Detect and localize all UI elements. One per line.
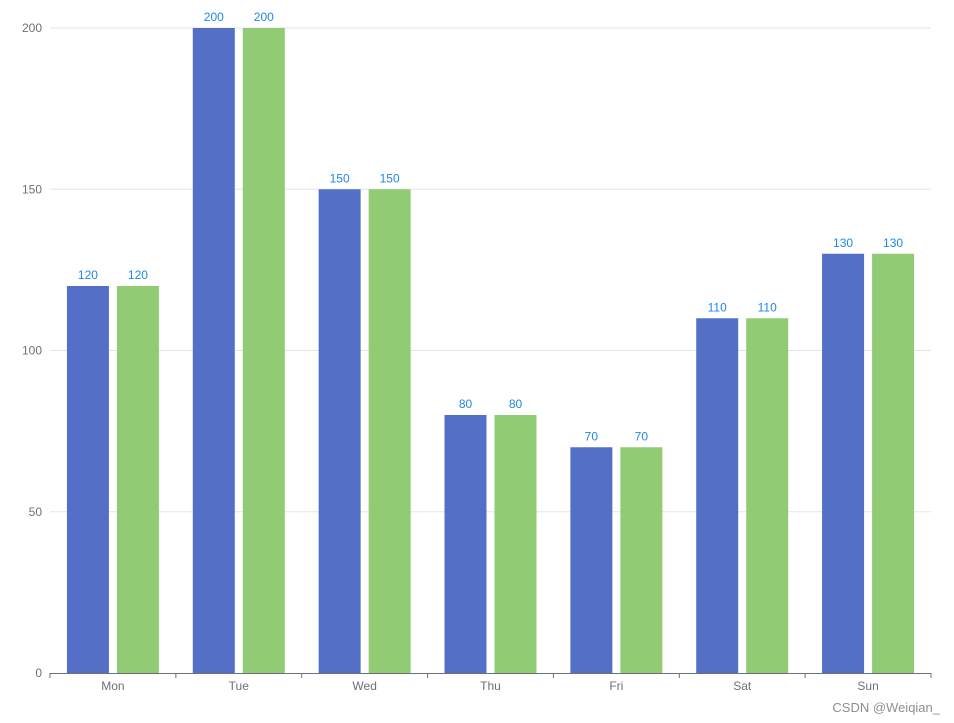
watermark: CSDN @Weiqian_ <box>832 700 940 715</box>
y-tick-label: 200 <box>22 21 42 35</box>
data-label: 120 <box>128 268 148 282</box>
y-tick-label: 0 <box>35 666 42 680</box>
bar <box>822 253 865 673</box>
y-tick-label: 150 <box>22 182 42 196</box>
bar <box>620 447 663 673</box>
y-tick-label: 100 <box>22 344 42 358</box>
bar <box>746 318 789 673</box>
x-tick-label: Tue <box>229 679 250 693</box>
bar <box>116 286 159 673</box>
data-label: 110 <box>708 300 727 314</box>
data-label: 80 <box>509 397 523 411</box>
data-label: 110 <box>758 300 777 314</box>
bar <box>872 253 915 673</box>
grid-lines <box>50 27 931 513</box>
bar <box>570 447 613 673</box>
bar <box>696 318 739 673</box>
x-tick-label: Thu <box>480 679 501 693</box>
y-tick-label: 50 <box>29 505 43 519</box>
data-label: 80 <box>459 397 473 411</box>
data-label: 200 <box>254 10 274 24</box>
bar <box>242 28 285 673</box>
data-label: 150 <box>330 171 350 185</box>
x-tick-label: Wed <box>352 679 376 693</box>
data-label: 70 <box>635 429 649 443</box>
bar <box>494 415 537 673</box>
x-tick-label: Sun <box>857 679 878 693</box>
data-label: 70 <box>585 429 599 443</box>
bar <box>318 189 361 673</box>
data-label: 150 <box>380 171 400 185</box>
x-tick-label: Mon <box>101 679 124 693</box>
data-label: 130 <box>833 236 853 250</box>
bars <box>66 28 915 673</box>
bar <box>66 286 109 673</box>
data-label: 200 <box>204 10 224 24</box>
x-tick-label: Sat <box>733 679 752 693</box>
data-labels: 120 120 200 200 150 150 80 80 70 70 110 110 130 130 <box>78 10 903 443</box>
x-tick-label: Fri <box>609 679 623 693</box>
axes: 0 50 100 150 200 Mon Tue Wed Thu Fri Sat Sun <box>22 21 932 693</box>
data-label: 120 <box>78 268 98 282</box>
bar <box>192 28 235 673</box>
bar <box>368 189 411 673</box>
bar <box>444 415 487 673</box>
data-label: 130 <box>883 236 903 250</box>
